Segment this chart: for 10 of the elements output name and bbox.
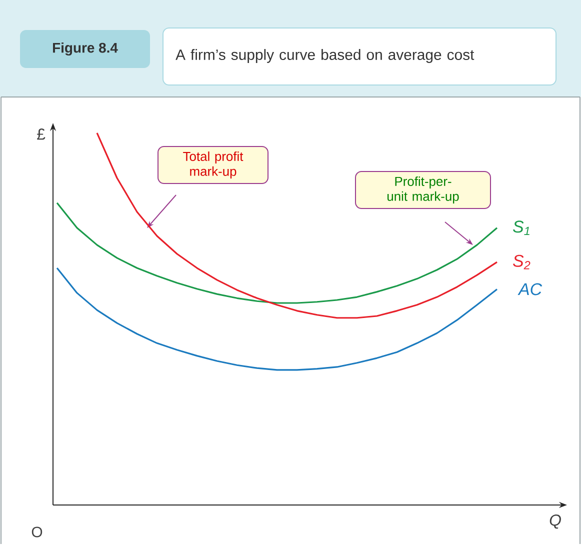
- chart-title: A firm’s supply curve based on average cost: [176, 49, 474, 63]
- text: O: [32, 526, 42, 538]
- y-axis-title: £: [37, 128, 46, 140]
- series-label: S$_{1}$: [513, 220, 530, 236]
- series-label: AC: [518, 283, 542, 296]
- annotation: Profit-per-unit mark-up: [388, 176, 459, 204]
- caption: Figure 8.4: [53, 42, 118, 56]
- x-axis-title: Q: [550, 514, 561, 529]
- annotation: Total profit mark-up: [183, 151, 244, 178]
- series-label: S$_{2}$: [513, 254, 530, 270]
